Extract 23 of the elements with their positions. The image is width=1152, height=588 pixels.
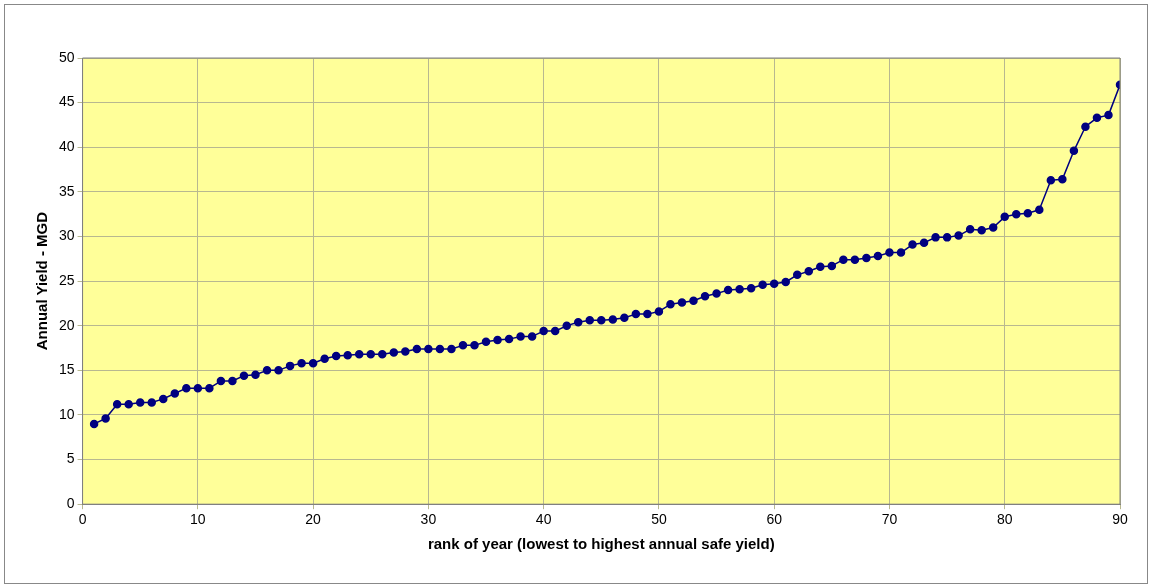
- y-tick-label: 25: [58, 271, 75, 288]
- x-tick-label: 40: [535, 511, 552, 528]
- y-tick-label: 0: [66, 495, 75, 512]
- x-tick-label: 30: [420, 511, 437, 528]
- x-axis-title: rank of year (lowest to highest annual safe yield): [427, 535, 775, 553]
- y-tick-label: 35: [58, 182, 75, 199]
- x-tick-label: 50: [651, 511, 667, 528]
- y-tick-label: 20: [58, 316, 75, 333]
- x-tick-label: 0: [78, 511, 87, 528]
- x-tick-label: 90: [1112, 511, 1128, 528]
- y-axis-title: Annual Yield - MGD: [33, 211, 51, 351]
- y-tick-label: 10: [58, 405, 75, 422]
- x-tick-label: 10: [190, 511, 206, 528]
- x-tick-label: 20: [305, 511, 322, 528]
- x-tick-label: 60: [766, 511, 783, 528]
- y-tick-label: 40: [58, 138, 75, 155]
- y-tick-label: 5: [66, 450, 75, 467]
- y-tick-label: 15: [58, 361, 75, 378]
- y-tick-label: 30: [58, 227, 75, 244]
- y-tick-label: 50: [58, 48, 75, 65]
- x-tick-label: 80: [996, 511, 1013, 528]
- y-tick-label: 45: [58, 93, 75, 110]
- x-tick-label: 70: [881, 511, 898, 528]
